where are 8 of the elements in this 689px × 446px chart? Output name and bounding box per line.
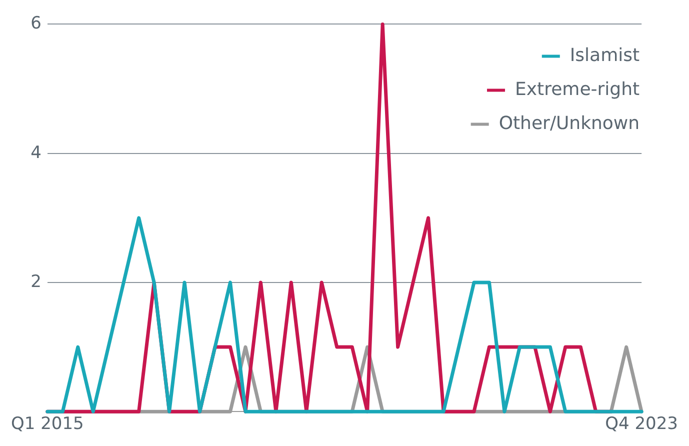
x-tick-label: Q4 2023 — [605, 414, 678, 434]
legend-label: Other/Unknown — [498, 112, 640, 134]
x-tick-label: Q1 2015 — [10, 414, 84, 434]
y-tick-label: 6 — [30, 14, 42, 34]
y-tick-label: 2 — [30, 272, 42, 292]
legend-label: Extreme-right — [515, 78, 640, 100]
y-tick-label: 4 — [30, 142, 42, 163]
legend-label: Islamist — [570, 44, 640, 66]
